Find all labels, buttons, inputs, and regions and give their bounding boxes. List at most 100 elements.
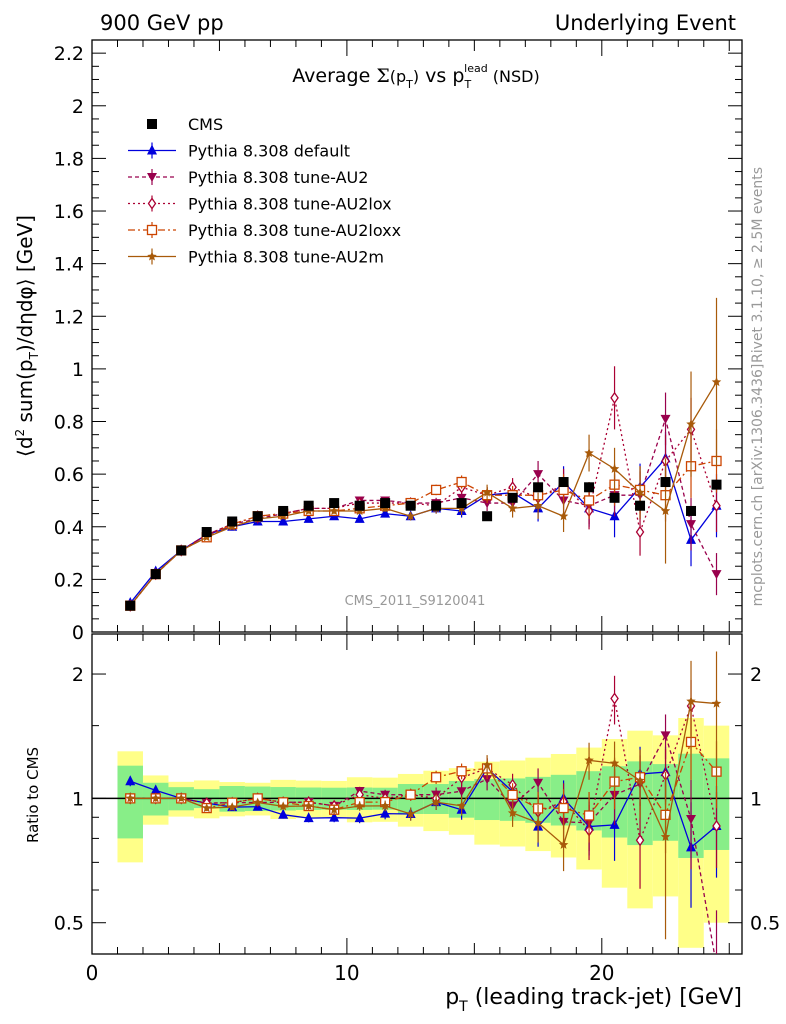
series-4-ratio-point xyxy=(431,797,441,807)
ratio-y-axis-label: Ratio to CMS xyxy=(24,747,42,843)
legend-marker xyxy=(147,119,157,129)
series-1-ratio-point xyxy=(533,778,544,788)
series-2-point xyxy=(712,499,721,512)
series-4-ratio-point xyxy=(686,696,696,706)
series-3-ratio-point xyxy=(507,789,518,801)
series-4-point xyxy=(558,511,569,521)
y-tick-label: 0 xyxy=(72,622,84,644)
main-frame xyxy=(91,39,743,633)
series-4-ratio-point xyxy=(278,801,288,811)
legend-label: Pythia 8.308 tune-AU2 xyxy=(188,168,368,187)
series-3-ratio-point xyxy=(456,766,467,777)
y-tick-label: 1.8 xyxy=(54,148,84,170)
series-4-point xyxy=(660,505,671,516)
series-0-ratio-point xyxy=(125,775,136,786)
ratio-tick-label: 0.5 xyxy=(54,913,84,935)
series-4-ratio-point xyxy=(609,758,620,768)
ratio-series xyxy=(125,651,722,971)
y-tick-label: 0.6 xyxy=(54,464,84,486)
series-4-point xyxy=(609,463,620,473)
series-4-point xyxy=(507,503,518,513)
y-tick-label: 0.2 xyxy=(54,569,84,591)
y-tick-label: 0.8 xyxy=(54,412,84,434)
series-0-line xyxy=(129,457,718,604)
series-4-point xyxy=(635,487,645,497)
y-tick-label: 0.4 xyxy=(54,517,84,539)
data-point xyxy=(431,500,442,511)
y-tick-label: 2.2 xyxy=(54,43,84,65)
series-2-point xyxy=(635,525,645,539)
series-0-ratio-point xyxy=(278,808,289,819)
x-tick-label: 10 xyxy=(334,961,359,985)
ratio-frame xyxy=(91,633,743,955)
ratio-tick-label: 2 xyxy=(72,664,84,686)
series-4-ratio-point xyxy=(660,831,671,841)
series-2-point xyxy=(610,391,619,404)
series-2-line xyxy=(129,397,718,607)
series-3-point xyxy=(583,495,595,506)
series-1-ratio-point xyxy=(712,962,722,971)
series-4-ratio-point xyxy=(456,800,467,810)
series-0-ratio-point xyxy=(150,784,161,795)
y-axis-label: ⟨d2 sum(pT)/dηdφ⟩ [GeV] xyxy=(13,215,41,457)
legend-label: Pythia 8.308 tune-AU2m xyxy=(188,248,384,267)
series-1-ratio-point xyxy=(456,787,467,797)
series-4-ratio-point xyxy=(150,793,161,803)
series-0-ratio-point xyxy=(303,812,314,823)
series-1-point xyxy=(686,520,697,530)
data-point xyxy=(660,477,671,488)
series-4-point xyxy=(686,419,696,429)
series-4-point xyxy=(584,448,594,458)
series-0-point xyxy=(354,512,365,523)
legend-marker xyxy=(147,173,157,182)
mcplots-label: mcplots.cern.ch [arXiv:1306.3436] xyxy=(750,364,766,607)
series-2-ratio-point xyxy=(635,834,645,847)
series-4-ratio-point xyxy=(558,839,569,849)
series-4-point xyxy=(533,500,543,510)
data-point xyxy=(380,498,391,509)
ratio-uncertainty-bands xyxy=(117,718,730,948)
series-4-ratio-point xyxy=(635,775,645,785)
series-4-ratio-point xyxy=(507,808,518,818)
data-point xyxy=(405,500,416,511)
legend-marker xyxy=(147,251,157,261)
series-4-ratio-point xyxy=(176,793,186,803)
header-right: Underlying Event xyxy=(555,11,736,35)
data-point xyxy=(635,500,646,511)
y-tick-label: 1 xyxy=(72,359,84,381)
legend-label: CMS xyxy=(188,115,223,134)
legend-marker xyxy=(147,144,157,155)
y-tick-label: 2 xyxy=(72,96,84,118)
legend-label: Pythia 8.308 tune-AU2loxx xyxy=(188,221,401,240)
series-0-ratio-point xyxy=(354,812,365,823)
series-2-ratio-point xyxy=(712,819,721,833)
series-3-ratio-point xyxy=(558,802,569,814)
header-left: 900 GeV pp xyxy=(100,11,224,35)
legend-marker xyxy=(146,224,158,236)
data-point xyxy=(252,511,263,522)
data-point xyxy=(584,482,595,493)
series-1-point xyxy=(482,499,493,509)
series-4-ratio-point xyxy=(711,698,722,708)
series-1-point xyxy=(660,414,671,424)
series-4-ratio-point xyxy=(252,797,263,807)
series-4-ratio-point xyxy=(380,800,390,810)
series-1-point xyxy=(711,570,722,580)
series-1-point xyxy=(533,470,544,480)
x-axis-label: pT (leading track-jet) [GeV] xyxy=(445,985,742,1015)
series-4-point xyxy=(711,377,722,387)
data-point xyxy=(609,492,620,503)
series-3-ratio-point xyxy=(583,810,595,821)
series-0-point xyxy=(278,515,289,526)
series-4-ratio-point xyxy=(303,801,314,811)
series-1-ratio-point xyxy=(660,731,671,741)
series-4-ratio-point xyxy=(533,817,543,827)
x-tick-label: 0 xyxy=(86,961,99,985)
ratio-axes: 0.5 0.51 12 20 10 20 xyxy=(54,634,780,985)
data-point xyxy=(711,479,722,490)
series-3-point xyxy=(456,476,467,488)
series-4-ratio-point xyxy=(354,801,365,811)
main-series xyxy=(125,297,722,612)
rivet-label: Rivet 3.1.10, ≥ 2.5M events xyxy=(750,167,766,363)
